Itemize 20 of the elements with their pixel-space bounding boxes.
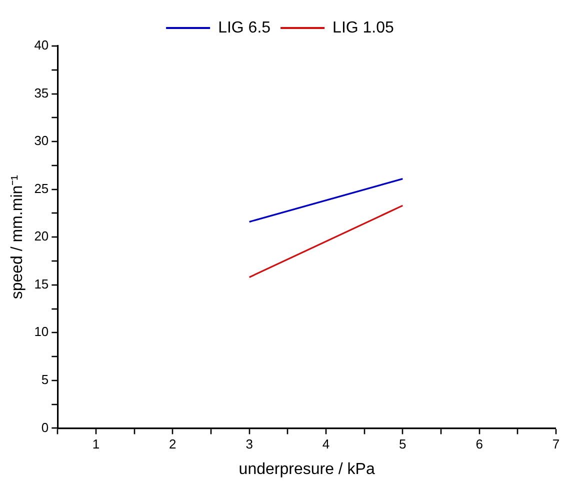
y-tick-label: 30	[34, 133, 49, 148]
y-tick-label: 35	[34, 85, 49, 100]
legend-label: LIG 6.5	[218, 19, 271, 36]
x-tick-label: 4	[322, 436, 330, 452]
y-tick-label: 20	[34, 228, 49, 244]
y-tick-label: 5	[41, 372, 49, 388]
x-tick-label: 1	[92, 436, 100, 452]
y-tick-label: 0	[41, 420, 49, 435]
x-tick-label: 6	[476, 436, 483, 452]
x-tick-label: 7	[552, 436, 560, 452]
x-tick-label: 5	[399, 436, 406, 452]
legend-label: LIG 1.05	[332, 19, 394, 36]
y-tick-label: 40	[34, 38, 49, 53]
x-tick-label: 2	[169, 436, 176, 452]
y-tick-label: 25	[34, 180, 49, 196]
x-tick-label: 3	[246, 436, 253, 452]
y-tick-label: 15	[34, 276, 49, 292]
x-axis-title: underpresure / kPa	[238, 460, 375, 478]
y-tick-label: 10	[34, 324, 49, 340]
y-axis-title: speed / mm.min⁻¹	[9, 175, 26, 300]
